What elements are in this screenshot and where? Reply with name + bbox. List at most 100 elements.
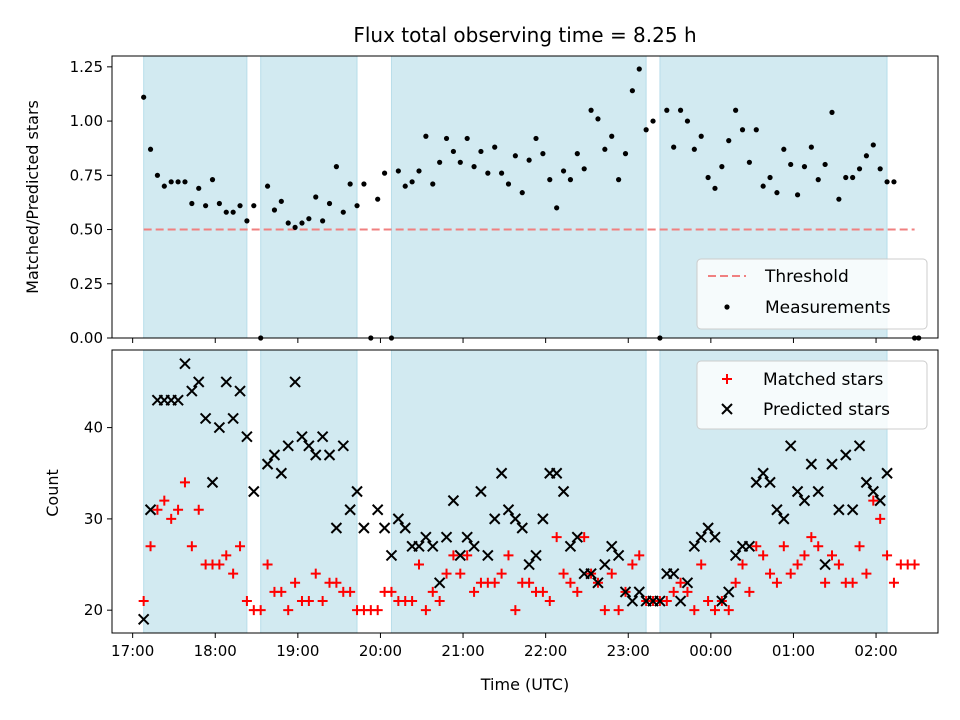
- data-point: [891, 179, 897, 185]
- data-point: [478, 148, 484, 155]
- data-point: [261, 458, 274, 470]
- data-point: [227, 412, 239, 425]
- data-point: [354, 203, 360, 209]
- data-point: [241, 596, 252, 607]
- data-point: [159, 495, 170, 506]
- data-point: [147, 146, 154, 152]
- data-point: [826, 550, 837, 561]
- data-point: [292, 224, 298, 230]
- data-point: [750, 476, 762, 489]
- data-point: [299, 220, 305, 226]
- data-point: [316, 431, 329, 443]
- data-point: [812, 485, 824, 498]
- data-point: [870, 142, 876, 148]
- data-point: [475, 485, 487, 498]
- data-point: [331, 577, 342, 588]
- data-point: [326, 200, 333, 207]
- data-point: [619, 586, 632, 598]
- data-point: [875, 513, 886, 524]
- data-point: [792, 559, 803, 570]
- y-tick-label: 20: [84, 601, 103, 619]
- data-point: [285, 220, 291, 226]
- data-point: [323, 449, 336, 461]
- data-point: [675, 577, 686, 588]
- data-point: [751, 541, 762, 552]
- data-point: [579, 532, 590, 543]
- data-point: [843, 174, 849, 181]
- data-point: [558, 568, 569, 579]
- data-point: [757, 467, 769, 479]
- data-point: [378, 522, 391, 534]
- data-point: [671, 144, 677, 150]
- data-point: [530, 549, 542, 562]
- data-point: [271, 207, 278, 213]
- data-point: [806, 532, 817, 543]
- data-point: [581, 166, 587, 172]
- data-point: [602, 146, 608, 152]
- data-point: [137, 613, 150, 626]
- data-point: [193, 376, 205, 388]
- data-point: [141, 94, 147, 100]
- data-point: [320, 218, 326, 224]
- data-point: [345, 586, 356, 597]
- data-point: [682, 586, 693, 597]
- data-point: [798, 494, 811, 507]
- data-point: [726, 138, 732, 144]
- data-point: [547, 177, 553, 183]
- data-point: [822, 161, 828, 168]
- x-tick-label: 02:00: [854, 642, 897, 660]
- data-point: [826, 458, 838, 470]
- data-point: [771, 577, 782, 588]
- data-point: [461, 531, 473, 543]
- legend-predicted-label: Predicted stars: [763, 400, 890, 420]
- data-point: [709, 531, 721, 543]
- data-point: [833, 504, 845, 516]
- data-point: [585, 567, 597, 580]
- data-point: [505, 181, 512, 187]
- data-point: [836, 196, 842, 202]
- data-point: [237, 203, 243, 209]
- data-point: [248, 485, 260, 498]
- top-y-axis-label: Matched/Predicted stars: [23, 100, 42, 294]
- data-point: [698, 133, 704, 139]
- data-point: [574, 151, 580, 157]
- data-point: [560, 168, 567, 174]
- legend-measurements-label: Measurements: [765, 298, 891, 318]
- legend: Threshold Measurements: [696, 258, 928, 330]
- data-point: [877, 166, 883, 172]
- data-point: [524, 577, 535, 588]
- data-point: [716, 595, 728, 607]
- data-point: [186, 541, 197, 552]
- data-point: [303, 596, 314, 607]
- data-point: [462, 550, 473, 561]
- data-point: [629, 88, 635, 94]
- data-point: [813, 541, 824, 552]
- data-point: [774, 190, 780, 196]
- data-point: [340, 209, 346, 215]
- data-point: [808, 144, 814, 150]
- data-point: [909, 559, 920, 570]
- data-point: [753, 127, 759, 133]
- data-point: [854, 541, 865, 552]
- y-tick-label: 40: [84, 419, 103, 437]
- data-point: [846, 504, 859, 516]
- series-predicted-stars: [137, 357, 893, 626]
- y-tick-label: 0.00: [70, 329, 103, 347]
- data-point: [599, 558, 611, 571]
- data-point: [551, 532, 562, 543]
- data-point: [882, 550, 893, 561]
- data-point: [276, 586, 287, 597]
- data-point: [633, 586, 645, 598]
- data-point: [616, 177, 622, 183]
- axes-frame: [111, 349, 939, 634]
- data-point: [347, 181, 353, 187]
- series-measurements: [141, 66, 922, 341]
- data-point: [627, 559, 638, 570]
- data-point: [613, 605, 624, 616]
- bottom-y-axis-label: Count: [43, 469, 62, 517]
- data-point: [767, 174, 773, 181]
- data-point: [771, 504, 783, 516]
- data-point: [255, 605, 266, 616]
- data-point: [829, 109, 835, 115]
- data-point: [268, 449, 281, 461]
